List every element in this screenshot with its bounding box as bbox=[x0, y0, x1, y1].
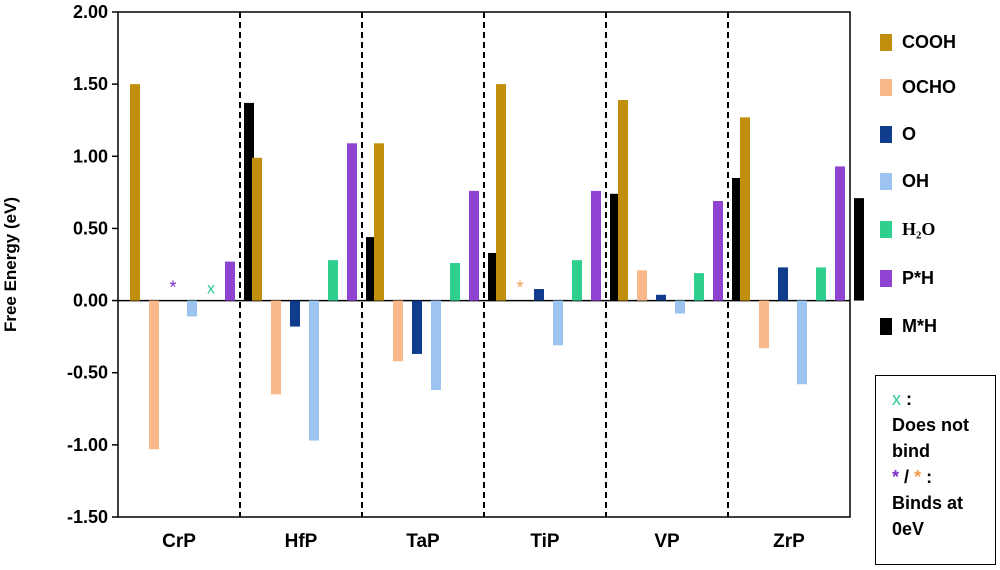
legend-label: M*H bbox=[902, 315, 937, 336]
bar-hfp-mh bbox=[366, 237, 376, 301]
bar-hfp-oh bbox=[309, 300, 319, 441]
bar-tap-cooh bbox=[374, 143, 384, 301]
x-category-label: ZrP bbox=[773, 531, 805, 552]
bar-tap-h2o bbox=[450, 263, 460, 301]
colon: : bbox=[926, 467, 933, 487]
bar-crp-cooh bbox=[130, 84, 140, 301]
marker-star: * bbox=[516, 278, 523, 298]
bar-zrp-cooh bbox=[740, 117, 750, 301]
bar-vp-oh bbox=[675, 300, 685, 314]
legend-swatch bbox=[880, 317, 892, 335]
legend-item: O bbox=[880, 122, 916, 146]
bar-vp-ocho bbox=[637, 270, 647, 301]
legend-label: COOH bbox=[902, 31, 956, 52]
bar-zrp-ocho bbox=[759, 300, 769, 349]
legend-label: OH bbox=[902, 170, 929, 191]
bar-vp-cooh bbox=[618, 100, 628, 301]
legend-swatch bbox=[880, 220, 892, 238]
y-tick-label: -1.00 bbox=[67, 435, 108, 455]
note-bind: bind bbox=[892, 441, 930, 461]
legend-label: OCHO bbox=[902, 76, 956, 97]
legend-item: H₂O bbox=[880, 217, 935, 241]
bar-zrp-oh bbox=[797, 300, 807, 385]
bar-hfp-o bbox=[290, 300, 300, 327]
bar-hfp-cooh bbox=[252, 157, 262, 301]
bar-zrp-o bbox=[778, 267, 788, 301]
bar-zrp-h2o bbox=[816, 267, 826, 301]
legend-item: OH bbox=[880, 169, 929, 193]
y-tick-label: -0.50 bbox=[67, 363, 108, 383]
bar-hfp-h2o bbox=[328, 260, 338, 301]
x-category-label: HfP bbox=[285, 531, 318, 552]
bar-tap-o bbox=[412, 300, 422, 354]
note-does-not: Does not bbox=[892, 415, 970, 435]
slash: / bbox=[904, 467, 910, 487]
x-category-label: TiP bbox=[530, 531, 560, 552]
x-category-label: VP bbox=[654, 531, 680, 552]
legend-swatch bbox=[880, 33, 892, 51]
bar-tap-oh bbox=[431, 300, 441, 391]
legend-label: H₂O bbox=[902, 218, 936, 239]
bar-tip-oh bbox=[553, 300, 563, 346]
note-star-line: * / * : bbox=[892, 464, 995, 490]
bar-tip-o bbox=[534, 289, 544, 301]
bar-tap-ph bbox=[469, 190, 479, 301]
y-tick-label: 0.50 bbox=[73, 218, 108, 238]
legend-item: COOH bbox=[880, 30, 956, 54]
bar-hfp-ocho bbox=[271, 300, 281, 395]
legend-swatch bbox=[880, 269, 892, 287]
bar-crp-ocho bbox=[149, 300, 159, 450]
purple-star: * bbox=[892, 467, 900, 487]
legend-label: O bbox=[902, 123, 917, 144]
bar-crp-ph bbox=[225, 261, 235, 301]
bar-zrp-mh bbox=[854, 198, 864, 301]
bar-tip-cooh bbox=[496, 84, 506, 301]
x-symbol: x bbox=[892, 389, 901, 409]
bar-vp-o bbox=[656, 294, 666, 301]
y-tick-label: 1.50 bbox=[73, 74, 108, 94]
legend-item: M*H bbox=[880, 314, 937, 338]
marker-x: x bbox=[207, 281, 215, 298]
bar-tap-mh bbox=[488, 252, 498, 301]
bar-vp-h2o bbox=[694, 273, 704, 301]
y-tick-label: 1.00 bbox=[73, 146, 108, 166]
orange-star: * bbox=[914, 467, 922, 487]
free-energy-chart: 2.00 1.50 1.00 0.50 0.00 -0.50 -1.00 -1.50 Free … bbox=[1, 2, 864, 552]
legend-swatch bbox=[880, 78, 892, 96]
bar-vp-mh bbox=[732, 177, 742, 301]
bar-crp-mh bbox=[244, 102, 254, 301]
bar-tip-mh bbox=[610, 193, 620, 301]
legend-swatch bbox=[880, 172, 892, 190]
y-tick-label: 2.00 bbox=[73, 2, 108, 22]
y-tick-label: 0.00 bbox=[73, 291, 108, 311]
bar-crp-oh bbox=[187, 300, 197, 317]
note-0ev: 0eV bbox=[892, 519, 925, 539]
legend-swatch bbox=[880, 125, 892, 143]
note-binds-at: Binds at bbox=[892, 493, 964, 513]
legend-item: P*H bbox=[880, 266, 934, 290]
legend-item: OCHO bbox=[880, 75, 956, 99]
legend-label: P*H bbox=[902, 267, 935, 288]
colon: : bbox=[906, 389, 913, 409]
marker-star: * bbox=[169, 278, 176, 298]
marker-note-box: x : Does not bind * / * : Binds at 0eV bbox=[875, 375, 996, 565]
bar-tip-ph bbox=[591, 190, 601, 301]
x-category-label: CrP bbox=[162, 531, 196, 552]
bar-zrp-ph bbox=[835, 166, 845, 301]
y-axis-title: Free Energy (eV) bbox=[1, 197, 20, 332]
x-category-label: TaP bbox=[406, 531, 440, 552]
bar-vp-ph bbox=[713, 201, 723, 301]
bar-tip-h2o bbox=[572, 260, 582, 301]
bar-hfp-ph bbox=[347, 143, 357, 301]
note-x-line: x : bbox=[892, 386, 995, 412]
y-tick-label: -1.50 bbox=[67, 507, 108, 527]
bar-tap-ocho bbox=[393, 300, 403, 362]
